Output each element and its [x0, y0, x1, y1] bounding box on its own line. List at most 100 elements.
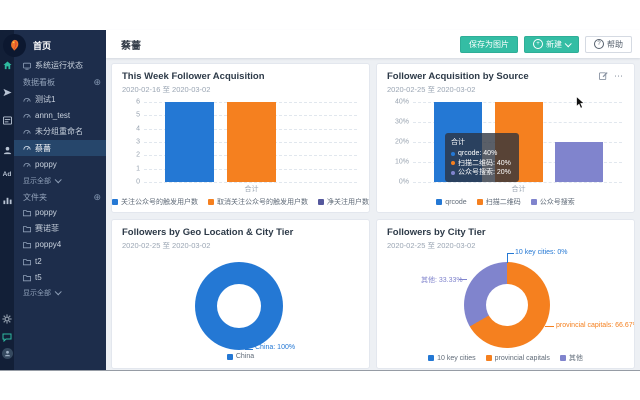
dashboard-item-label: 测试1	[35, 95, 56, 104]
y-axis-tick: 4	[136, 125, 140, 133]
folder-icon	[23, 274, 31, 281]
show-all-folders[interactable]: 显示全部	[14, 285, 106, 300]
dashboard-icon[interactable]	[0, 116, 14, 125]
gridline	[144, 182, 357, 183]
help-button[interactable]: ? 帮助	[585, 35, 632, 53]
gauge-icon	[23, 162, 31, 167]
chart-legend: 关注公众号的触发用户数 取消关注公众号的触发用户数 净关注用户数	[112, 197, 369, 207]
legend-item[interactable]: 公众号搜索	[530, 197, 575, 207]
sidebar-item-dashboard[interactable]: 未分组重命名	[14, 124, 106, 139]
legend-item[interactable]: 其他	[559, 353, 583, 363]
sidebar-section-folders: 文件夹 ⊕	[14, 190, 106, 205]
callout-connector	[507, 253, 514, 263]
edit-icon[interactable]	[599, 71, 608, 80]
sidebar-item-folder[interactable]: t2	[14, 254, 106, 269]
add-folder-icon[interactable]: ⊕	[93, 192, 101, 202]
legend-item[interactable]: provincial capitals	[485, 353, 550, 363]
legend-swatch	[530, 199, 537, 205]
bar-公众号搜索[interactable]	[555, 142, 604, 182]
dash-section-label: 数据看板	[23, 78, 55, 87]
chevron-down-icon	[54, 288, 62, 296]
sidebar-item-folder[interactable]: poppy4	[14, 237, 106, 252]
legend-item[interactable]: 取消关注公众号的触发用户数	[208, 197, 308, 207]
analytics-icon[interactable]	[0, 196, 14, 205]
sidebar-item-dashboard[interactable]: poppy	[14, 157, 106, 172]
plus-circle-icon: +	[533, 39, 543, 49]
folder-icon	[23, 225, 31, 232]
settings-gear-icon[interactable]	[0, 314, 14, 324]
legend-item[interactable]: 净关注用户数	[318, 197, 369, 207]
gauge-icon	[23, 129, 31, 134]
contacts-icon[interactable]	[0, 146, 14, 155]
legend-item[interactable]: 关注公众号的触发用户数	[112, 197, 198, 207]
legend-item[interactable]: China	[226, 353, 255, 360]
app-window: Ad 首页 系统运行状态	[0, 30, 640, 371]
x-axis-category-label: 合计	[511, 186, 526, 193]
chat-icon[interactable]	[0, 333, 14, 342]
card-date-range: 2020-02-25 至 2020-03-02	[122, 241, 211, 250]
tooltip-series-dot	[451, 170, 455, 175]
legend-swatch	[226, 353, 233, 360]
card-date-range: 2020-02-25 至 2020-03-02	[387, 241, 476, 250]
sidebar-system-status[interactable]: 系统运行状态	[14, 58, 106, 73]
tooltip-series-dot	[451, 161, 455, 166]
dashboard-item-label: 蔡薔	[35, 143, 51, 153]
tooltip-row-text: qrcode: 40%	[458, 150, 498, 157]
slice-callout: 10 key cities: 0%	[515, 249, 568, 256]
save-as-image-button[interactable]: 保存为图片	[460, 35, 518, 53]
legend-swatch	[318, 199, 324, 205]
show-all-label: 显示全部	[23, 177, 51, 185]
add-dashboard-icon[interactable]: ⊕	[93, 77, 101, 87]
y-axis-tick: 10%	[394, 158, 409, 166]
dashboard-item-label: annn_test	[35, 111, 71, 120]
chevron-down-icon	[54, 176, 62, 184]
new-button[interactable]: + 新建	[524, 35, 579, 53]
sidebar-item-dashboard[interactable]: annn_test	[14, 108, 106, 123]
legend-swatch	[112, 199, 118, 205]
y-axis-tick: 0	[136, 178, 140, 186]
sidebar-item-folder[interactable]: poppy	[14, 205, 106, 220]
sidebar-home-label: 首页	[33, 41, 52, 51]
legend-label: 净关注用户数	[327, 199, 369, 206]
y-axis-tick: 20%	[394, 138, 409, 146]
tooltip-row: 公众号搜索: 20%	[451, 168, 513, 178]
folder-item-label: poppy	[35, 208, 57, 217]
bar-取消关注公众号的触发用户数[interactable]	[227, 102, 277, 182]
send-icon[interactable]	[0, 88, 14, 97]
more-options-icon[interactable]: ⋯	[614, 70, 624, 81]
y-axis-tick: 6	[136, 98, 140, 106]
tooltip-row: 扫描二维码: 40%	[451, 159, 513, 169]
folder-item-label: t5	[35, 273, 42, 282]
donut-hole	[486, 284, 528, 326]
sidebar-item-dashboard[interactable]: 测试1	[14, 92, 106, 107]
x-axis-category-label: 合计	[244, 186, 259, 193]
tooltip-row-text: 公众号搜索: 20%	[458, 169, 511, 176]
dashboard-grid: This Week Follower Acquisition 2020-02-1…	[106, 58, 640, 370]
app-logo[interactable]	[3, 34, 26, 57]
donut-hole	[217, 284, 261, 328]
sidebar-item-dashboard-active[interactable]: 蔡薔	[14, 140, 106, 156]
callout-connector	[545, 326, 554, 327]
new-label: 新建	[546, 39, 562, 49]
y-axis-tick: 30%	[394, 118, 409, 126]
legend-item[interactable]: qrcode	[436, 197, 467, 207]
folder-section-label: 文件夹	[23, 193, 47, 202]
ad-icon[interactable]: Ad	[0, 171, 14, 178]
sidebar-item-folder[interactable]: t5	[14, 270, 106, 285]
legend-label: 公众号搜索	[539, 199, 575, 206]
bar-关注公众号的触发用户数[interactable]	[165, 102, 215, 182]
folder-item-label: t2	[35, 257, 42, 266]
home-icon[interactable]	[0, 61, 14, 70]
legend-item[interactable]: 扫描二维码	[476, 197, 521, 207]
show-all-dashboards[interactable]: 显示全部	[14, 173, 106, 188]
legend-label: 10 key cities	[437, 354, 476, 362]
legend-label: China	[235, 353, 255, 360]
sidebar-home[interactable]: 首页	[33, 38, 103, 53]
folder-icon	[23, 241, 31, 248]
system-status-label: 系统运行状态	[35, 61, 83, 70]
sidebar-item-folder[interactable]: 赛诺菲	[14, 221, 106, 236]
user-avatar[interactable]	[0, 348, 14, 359]
legend-item[interactable]: 10 key cities	[428, 353, 476, 363]
gauge-icon	[23, 146, 31, 150]
question-circle-icon: ?	[594, 39, 604, 49]
